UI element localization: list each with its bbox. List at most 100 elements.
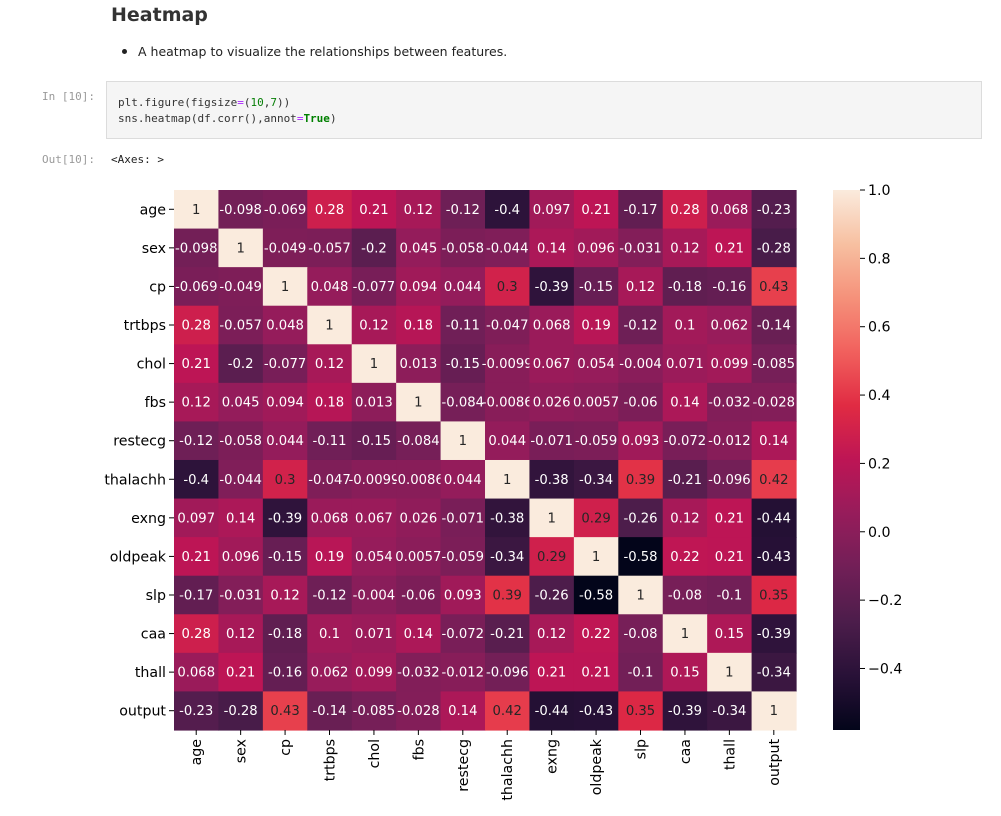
colorbar-tick-label: 0.8 [868,251,891,267]
heatmap-cell-restecg-chol [351,421,397,461]
cell-annotation: 0.12 [226,627,255,642]
heatmap-cell-fbs-fbs [396,382,442,423]
cell-annotation: 1 [325,318,333,333]
heatmap-cell-exng-fbs [396,498,442,538]
heatmap-cell-slp-thall [707,575,753,615]
colorbar-tick-label: 0.0 [868,525,891,541]
cell-annotation: 0.093 [444,588,482,603]
heatmap-cell-oldpeak-slp [618,537,664,577]
x-tick-label-output: output [767,739,783,786]
heatmap-cell-age-oldpeak [573,190,619,230]
cell-annotation: 0.22 [670,550,699,565]
cell-annotation: 0.068 [311,511,349,526]
colorbar-tick-label: 0.6 [868,320,891,336]
heatmap-cell-exng-cp [262,498,308,538]
heatmap-cell-fbs-slp [618,382,664,423]
cell-annotation: 0.067 [533,357,571,372]
heatmap-cell-restecg-age [174,421,220,461]
y-tick-label-slp: slp [146,588,166,604]
heatmap-cell-thalachh-output [751,459,797,500]
cell-annotation: 0.071 [355,627,393,642]
cell-annotation: 0.013 [355,396,393,411]
cell-annotation: -0.23 [179,704,213,719]
heatmap-cell-sex-age [174,228,220,268]
heatmap-cell-sex-exng [529,228,575,268]
cell-annotation: -0.071 [530,434,573,449]
heatmap-cell-cp-trtbps [307,267,353,307]
cell-annotation: 0.094 [399,280,437,295]
cell-annotation: -0.069 [264,203,307,218]
heatmap-cell-sex-chol [351,228,397,268]
heatmap-cell-exng-thalachh [485,498,531,538]
cell-annotation: 0.048 [311,280,349,295]
heatmap-cell-fbs-trtbps [307,382,353,423]
cell-annotation: 1 [192,203,200,218]
heatmap-cell-exng-age [174,498,220,538]
heatmap-cell-restecg-sex [218,421,264,461]
cell-annotation: 0.15 [715,627,744,642]
cell-annotation: -0.34 [712,704,746,719]
heatmap-cell-trtbps-restecg [440,305,486,345]
cell-annotation: 0.097 [177,511,215,526]
cell-annotation: 0.3 [275,473,296,488]
cell-annotation: 0.21 [537,666,566,681]
heatmap-cell-exng-oldpeak [573,498,619,538]
heatmap-cell-thalachh-thalachh [485,459,531,500]
cell-annotation: 0.067 [355,511,393,526]
code-cell[interactable]: plt.figure(figsize=(10,7)) sns.heatmap(d… [106,81,982,139]
x-tick-label-cp: cp [278,739,294,756]
heatmap-cell-cp-output [751,267,797,307]
heatmap-cell-caa-caa [662,614,708,654]
heatmap-cell-oldpeak-thalachh [485,537,531,577]
cell-annotation: -0.16 [268,666,302,681]
heatmap-cell-caa-thall [707,614,753,654]
heatmap-cell-caa-oldpeak [573,614,619,654]
cell-annotation: -0.069 [175,280,218,295]
heatmap-cell-thalachh-trtbps [307,459,353,500]
y-tick-label-sex: sex [142,241,166,257]
bullet-text: A heatmap to visualize the relationships… [138,44,508,59]
cell-annotation: -0.032 [397,666,440,681]
heatmap-cell-trtbps-sex [218,305,264,345]
heatmap-cell-chol-thalachh [485,344,531,384]
cell-annotation: -0.15 [357,434,391,449]
heatmap-cell-fbs-oldpeak [573,382,619,423]
heatmap-cell-oldpeak-sex [218,537,264,577]
heatmap-cell-thalachh-exng [529,459,575,500]
cell-annotation: 0.054 [577,357,615,372]
heatmap-cell-trtbps-slp [618,305,664,345]
heatmap-cell-restecg-cp [262,421,308,461]
cell-annotation: -0.044 [219,473,262,488]
code-line-1: plt.figure(figsize=(10,7)) [118,96,291,109]
cell-annotation: 0.29 [581,511,610,526]
heatmap-cell-chol-sex [218,344,264,384]
heatmap-cell-fbs-caa [662,382,708,423]
x-tick-label-slp: slp [634,739,650,759]
heatmap-cell-thalachh-restecg [440,459,486,500]
cell-annotation: -0.11 [312,434,346,449]
colorbar-tick-label: −0.2 [868,593,902,609]
heatmap-cell-chol-output [751,344,797,384]
cell-annotation: 0.044 [444,280,482,295]
heatmap-cell-restecg-trtbps [307,421,353,461]
heatmap-cell-caa-slp [618,614,664,654]
cell-annotation: 1 [770,704,778,719]
heatmap-cell-chol-trtbps [307,344,353,384]
heatmap-cell-restecg-thall [707,421,753,461]
cell-annotation: 0.28 [182,318,211,333]
cell-annotation: -0.085 [353,704,396,719]
heatmap-cell-fbs-exng [529,382,575,423]
cell-annotation: 0.12 [670,511,699,526]
heatmap-cell-sex-oldpeak [573,228,619,268]
heatmap-cell-trtbps-caa [662,305,708,345]
heatmap-cell-trtbps-trtbps [307,305,353,345]
heatmap-cell-exng-trtbps [307,498,353,538]
heatmap-cell-cp-cp [262,267,308,307]
cell-annotation: -0.38 [535,473,569,488]
heatmap-cell-slp-caa [662,575,708,615]
cell-annotation: -0.049 [219,280,262,295]
cell-annotation: -0.058 [219,434,262,449]
cell-annotation: -0.21 [668,473,702,488]
y-tick-label-cp: cp [149,279,166,295]
input-prompt: In [10]: [42,90,95,103]
